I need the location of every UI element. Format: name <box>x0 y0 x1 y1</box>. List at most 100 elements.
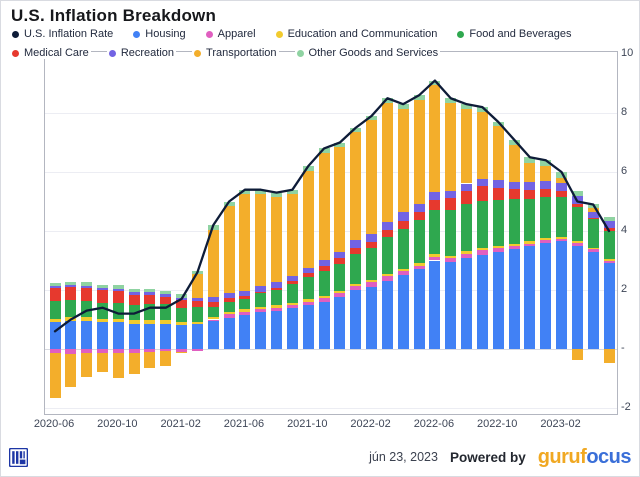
bar-segment[interactable] <box>160 349 172 351</box>
bar-segment[interactable] <box>112 288 124 291</box>
bar-segment[interactable] <box>587 207 599 212</box>
bar-segment[interactable] <box>239 296 251 299</box>
bar-segment[interactable] <box>508 246 520 249</box>
bar-segment[interactable] <box>571 204 583 208</box>
bar-segment[interactable] <box>556 182 567 191</box>
bar-segment[interactable] <box>587 247 599 250</box>
legend-item-food-and-beverages[interactable]: Food and Beverages <box>455 28 574 40</box>
legend-item-housing[interactable]: Housing <box>131 28 188 40</box>
bar-segment[interactable] <box>81 285 93 288</box>
bar-segment[interactable] <box>176 294 188 298</box>
bar-segment[interactable] <box>334 293 346 298</box>
bar-segment[interactable] <box>461 183 473 191</box>
bar-segment[interactable] <box>302 304 314 349</box>
bar-segment[interactable] <box>366 234 378 242</box>
bar-segment[interactable] <box>302 301 314 305</box>
bar-segment[interactable] <box>239 290 251 297</box>
bar-segment[interactable] <box>302 166 314 171</box>
bar-segment[interactable] <box>207 301 219 307</box>
legend-item-medical-care[interactable]: Medical Care <box>10 47 91 59</box>
bar-segment[interactable] <box>286 302 298 306</box>
bar-segment[interactable] <box>239 315 251 349</box>
bar-segment[interactable] <box>556 172 567 178</box>
bar-segment[interactable] <box>492 126 504 180</box>
bar-segment[interactable] <box>461 104 473 109</box>
bar-segment[interactable] <box>318 301 330 349</box>
bar-segment[interactable] <box>191 270 203 275</box>
bar-segment[interactable] <box>144 294 156 305</box>
bar-segment[interactable] <box>223 311 235 314</box>
bar-segment[interactable] <box>271 192 283 198</box>
bar-segment[interactable] <box>556 236 567 239</box>
bar-segment[interactable] <box>271 305 283 308</box>
bar-segment[interactable] <box>128 305 140 321</box>
bar-segment[interactable] <box>397 228 409 269</box>
bar-segment[interactable] <box>508 199 520 244</box>
bar-segment[interactable] <box>223 313 235 319</box>
bar-segment[interactable] <box>587 204 599 208</box>
bar-segment[interactable] <box>176 322 188 326</box>
bar-segment[interactable] <box>492 187 504 201</box>
bar-segment[interactable] <box>318 295 330 298</box>
bar-segment[interactable] <box>176 307 188 323</box>
bar-segment[interactable] <box>461 204 473 252</box>
bar-segment[interactable] <box>96 352 108 372</box>
bar-segment[interactable] <box>350 286 362 290</box>
bar-segment[interactable] <box>144 323 156 349</box>
bar-segment[interactable] <box>334 258 346 265</box>
bar-segment[interactable] <box>112 352 124 378</box>
bar-segment[interactable] <box>176 325 188 349</box>
bar-segment[interactable] <box>540 160 552 167</box>
bar-segment[interactable] <box>286 189 298 195</box>
bar-segment[interactable] <box>524 162 536 183</box>
bar-segment[interactable] <box>350 283 362 287</box>
bar-segment[interactable] <box>461 190 473 205</box>
bar-segment[interactable] <box>65 353 77 387</box>
bar-segment[interactable] <box>318 260 330 267</box>
bar-segment[interactable] <box>239 189 251 195</box>
bar-segment[interactable] <box>49 287 61 302</box>
bar-segment[interactable] <box>49 301 61 319</box>
bar-segment[interactable] <box>65 300 77 318</box>
bar-segment[interactable] <box>271 287 283 290</box>
bar-segment[interactable] <box>96 288 108 291</box>
legend-item-other-goods-and-services[interactable]: Other Goods and Services <box>294 47 441 59</box>
bar-segment[interactable] <box>318 297 330 302</box>
legend-item-transportation[interactable]: Transportation <box>192 47 279 59</box>
bar-segment[interactable] <box>223 201 235 206</box>
bar-segment[interactable] <box>96 290 108 303</box>
bar-segment[interactable] <box>381 281 393 349</box>
bar-segment[interactable] <box>191 306 203 322</box>
bar-segment[interactable] <box>128 294 140 306</box>
bar-segment[interactable] <box>334 290 346 294</box>
bar-segment[interactable] <box>286 194 298 277</box>
bar-segment[interactable] <box>81 353 93 378</box>
bar-segment[interactable] <box>524 182 536 190</box>
bar-segment[interactable] <box>508 248 520 349</box>
site-logo-icon[interactable] <box>8 447 29 472</box>
bar-segment[interactable] <box>556 241 567 349</box>
bar-segment[interactable] <box>160 294 172 297</box>
bar-segment[interactable] <box>350 254 362 284</box>
bar-segment[interactable] <box>492 248 504 252</box>
bar-segment[interactable] <box>160 323 172 349</box>
bar-segment[interactable] <box>603 260 615 264</box>
bar-segment[interactable] <box>318 270 330 296</box>
bar-segment[interactable] <box>350 247 362 255</box>
bar-segment[interactable] <box>128 349 140 353</box>
legend-item-recreation[interactable]: Recreation <box>106 47 177 59</box>
bar-segment[interactable] <box>381 222 393 230</box>
bar-segment[interactable] <box>381 276 393 282</box>
bar-segment[interactable] <box>286 305 298 308</box>
bar-segment[interactable] <box>334 264 346 291</box>
bar-segment[interactable] <box>476 250 488 255</box>
bar-segment[interactable] <box>540 238 552 241</box>
bar-segment[interactable] <box>176 351 188 354</box>
bar-segment[interactable] <box>65 285 77 288</box>
bar-segment[interactable] <box>476 107 488 112</box>
bar-segment[interactable] <box>476 186 488 201</box>
bar-segment[interactable] <box>476 111 488 179</box>
bar-segment[interactable] <box>302 170 314 269</box>
bar-segment[interactable] <box>255 308 267 313</box>
bar-segment[interactable] <box>587 219 599 248</box>
